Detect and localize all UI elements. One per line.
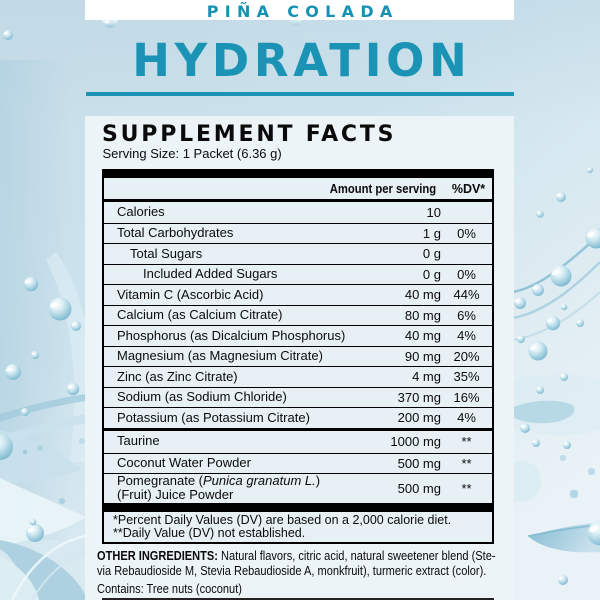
nutrient-amount: 1000 mg [390, 434, 441, 449]
nutrient-name: Calcium (as Calcium Citrate) [117, 307, 283, 323]
column-header-dv: %DV* [451, 181, 486, 196]
table-row: Pomegranate (Punica granatum L.) (Fruit) … [104, 473, 492, 503]
table-divider-bar [104, 502, 492, 512]
table-row: Sodium (as Sodium Chloride) 370 mg 16% [104, 386, 492, 408]
nutrient-amount: 200 mg [397, 410, 441, 426]
nutrient-dv: 6% [457, 307, 476, 323]
table-row: Calories 10 [104, 202, 492, 223]
nutrient-name: Total Carbohydrates [117, 225, 234, 241]
serving-size: Serving Size: 1 Packet (6.36 g) [102, 146, 282, 161]
nutrient-name: Calories [117, 204, 165, 220]
nutrient-amount: 4 mg [412, 369, 441, 385]
nutrient-amount: 0 g [422, 266, 441, 282]
table-row: Magnesium (as Magnesium Citrate) 90 mg 20% [104, 345, 492, 367]
table-row: Total Carbohydrates 1 g 0% [104, 222, 492, 244]
nutrient-dv: ** [461, 434, 472, 449]
table-row: Potassium (as Potassium Citrate) 200 mg 4% [104, 407, 492, 428]
nutrient-name: Pomegranate (Punica granatum L.) (Fruit) … [117, 473, 321, 503]
bottom-section-bar [102, 597, 494, 600]
flavor-name: PIÑA COLADA [206, 1, 399, 21]
nutrient-name: Taurine [117, 433, 160, 449]
table-row: Taurine 1000 mg ** [104, 427, 492, 453]
other-ingredients-text: Natural flavors, citric acid, natural sw… [97, 548, 496, 578]
table-rows: Calories 10 Total Carbohydrates 1 g 0% Total … [104, 202, 492, 503]
nutrient-name: Phosphorus (as Dicalcium Phosphorus) [117, 327, 346, 343]
nutrient-name: Included Added Sugars [143, 266, 278, 282]
table-row: Included Added Sugars 0 g 0% [104, 263, 492, 285]
table-top-bar [104, 171, 492, 178]
table-row: Vitamin C (Ascorbic Acid) 40 mg 44% [104, 284, 492, 305]
table-row: Coconut Water Powder 500 mg ** [104, 452, 492, 474]
nutrient-dv: ** [461, 480, 472, 496]
nutrient-dv: 0% [457, 266, 476, 282]
other-ingredients-label: OTHER INGREDIENTS: [97, 548, 218, 563]
supplement-facts-panel: SUPPLEMENT FACTS Serving Size: 1 Packet … [85, 116, 514, 600]
table-row: Phosphorus (as Dicalcium Phosphorus) 40 m… [104, 325, 492, 346]
table-row: Zinc (as Zinc Citrate) 4 mg 35% [104, 366, 492, 387]
nutrient-name: Potassium (as Potassium Citrate) [117, 409, 310, 425]
nutrient-amount: 500 mg [397, 455, 441, 471]
nutrient-dv: 4% [457, 410, 476, 426]
nutrient-dv: ** [461, 455, 472, 471]
product-name: HYDRATION [132, 34, 472, 87]
facts-table: Amount per serving %DV* Calories 10 Total … [102, 169, 494, 544]
nutrient-amount: 90 mg [404, 348, 441, 364]
table-header-row: Amount per serving %DV* [104, 178, 492, 202]
nutrient-dv: 35% [453, 369, 480, 385]
nutrient-name: Vitamin C (Ascorbic Acid) [117, 286, 264, 302]
nutrient-name: Sodium (as Sodium Chloride) [117, 389, 287, 405]
nutrient-amount: 1 g [422, 225, 441, 241]
title-underline [86, 92, 514, 96]
nutrient-name: Zinc (as Zinc Citrate) [117, 368, 238, 384]
nutrient-amount: 370 mg [397, 389, 441, 405]
panel-title: SUPPLEMENT FACTS [102, 121, 397, 147]
nutrient-name: Coconut Water Powder [117, 455, 251, 471]
nutrient-amount: 500 mg [397, 480, 441, 496]
nutrient-dv: 20% [453, 348, 480, 364]
nutrient-amount: 40 mg [404, 328, 441, 344]
nutrient-name: Total Sugars [130, 245, 203, 261]
nutrient-amount: 80 mg [404, 307, 441, 323]
nutrient-dv: 16% [453, 389, 480, 405]
nutrient-amount: 10 [426, 204, 441, 220]
nutrient-dv: 44% [453, 287, 480, 303]
table-footnotes: *Percent Daily Values (DV) are based on … [104, 512, 492, 542]
table-row: Calcium (as Calcium Citrate) 80 mg 6% [104, 304, 492, 326]
table-row: Total Sugars 0 g [104, 243, 492, 264]
column-header-amount: Amount per serving [329, 181, 436, 196]
nutrient-amount: 0 g [422, 246, 441, 262]
footnote-dv: *Percent Daily Values (DV) are based on … [113, 513, 452, 527]
footnote-not-established: **Daily Value (DV) not established. [113, 526, 306, 541]
contains-statement: Contains: Tree nuts (coconut) [97, 581, 242, 596]
other-ingredients: OTHER INGREDIENTS: Natural flavors, citr… [97, 548, 496, 578]
nutrient-dv: 0% [457, 225, 476, 241]
flavor-banner: PIÑA COLADA [85, 0, 514, 20]
nutrient-amount: 40 mg [404, 287, 441, 303]
nutrient-name: Magnesium (as Magnesium Citrate) [117, 348, 323, 364]
nutrient-dv: 4% [457, 328, 476, 344]
